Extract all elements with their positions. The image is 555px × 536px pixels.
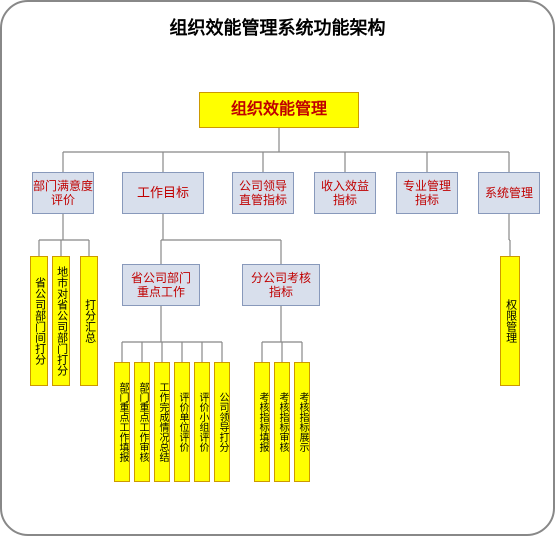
l3b-child-1: 考核指标审核: [274, 362, 290, 482]
level2-node-2: 公司领导 直管指标: [232, 172, 294, 214]
diagram-title: 组织效能管理系统功能架构: [2, 14, 553, 40]
level2-node-5: 系统管理: [478, 172, 540, 214]
l2-2-child-1: 分公司考核 指标: [242, 264, 320, 306]
level2-node-1: 工作目标: [122, 172, 204, 214]
level2-node-3: 收入效益 指标: [314, 172, 376, 214]
l2-6-child-0: 权限管理: [500, 256, 520, 386]
l2-1-child-0: 省公司部门间打分: [30, 256, 48, 386]
l3a-child-2: 工作完成情况总结: [154, 362, 170, 482]
l3a-child-3: 评价单位评价: [174, 362, 190, 482]
l2-1-child-1: 地市对省公司部门打分: [52, 256, 70, 386]
level2-node-4: 专业管理 指标: [396, 172, 458, 214]
l2-2-child-0: 省公司部门 重点工作: [122, 264, 200, 306]
l3a-child-4: 评价小组评价: [194, 362, 210, 482]
l3b-child-0: 考核指标填报: [254, 362, 270, 482]
l2-1-child-2: 打分汇总: [80, 256, 98, 386]
root-node: 组织效能管理: [199, 92, 359, 128]
level2-node-0: 部门满意度 评价: [32, 172, 94, 214]
l3b-child-2: 考核指标展示: [294, 362, 310, 482]
diagram-frame: 组织效能管理系统功能架构 组织效能管理部门满意度 评价工作目标公司领导 直管指标…: [0, 0, 555, 536]
l3a-child-0: 部门重点工作填报: [114, 362, 130, 482]
l3a-child-1: 部门重点工作审核: [134, 362, 150, 482]
l3a-child-5: 公司领导打分: [214, 362, 230, 482]
